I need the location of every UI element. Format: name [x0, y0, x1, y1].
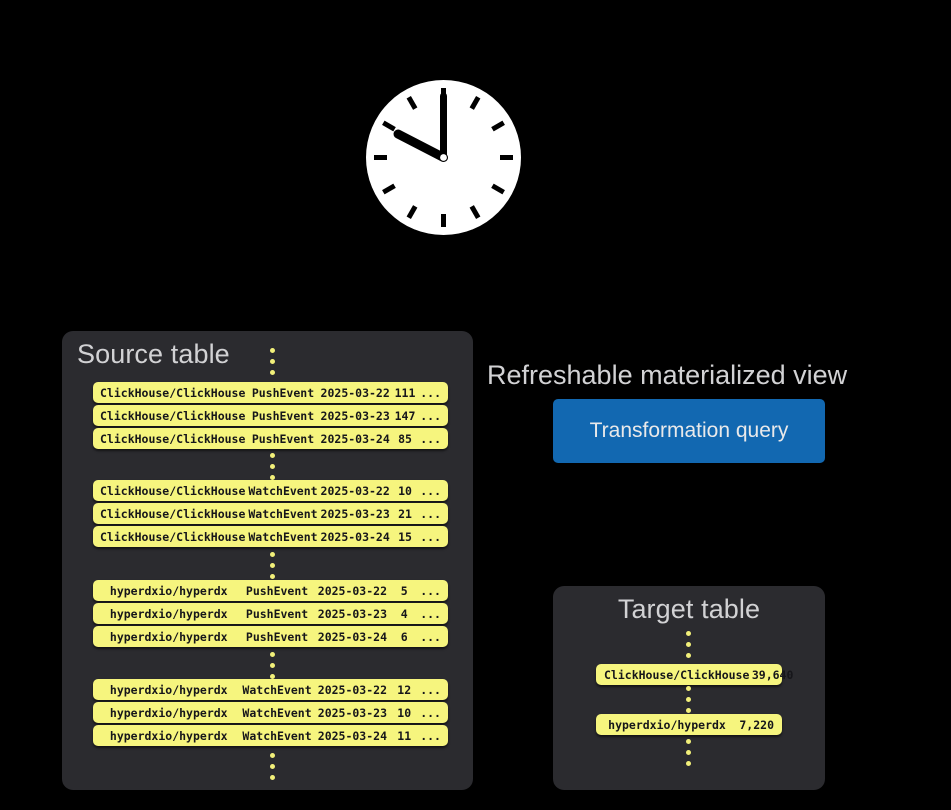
cell-date: 2025-03-23 — [317, 606, 388, 621]
cell-count: 147 — [394, 408, 416, 423]
cell-date: 2025-03-23 — [320, 506, 390, 521]
cell-event-type: PushEvent — [245, 583, 309, 598]
table-row: ClickHouse/ClickHouse WatchEvent 2025-03-2… — [93, 526, 448, 547]
cell-more: ... — [420, 705, 441, 720]
cell-more: ... — [420, 506, 441, 521]
cell-aggregate-value: 7,220 — [739, 717, 774, 732]
cell-date: 2025-03-22 — [320, 385, 390, 400]
cell-date: 2025-03-23 — [317, 705, 388, 720]
cell-repository: hyperdxio/hyperdx — [109, 682, 228, 697]
cell-event-type: PushEvent — [245, 606, 309, 621]
ellipsis-dots — [270, 348, 275, 375]
table-row: ClickHouse/ClickHouse PushEvent 2025-03-23… — [93, 405, 448, 426]
cell-event-type: PushEvent — [245, 629, 309, 644]
cell-count: 111 — [394, 385, 416, 400]
cell-repository: ClickHouse/ClickHouse — [100, 506, 246, 521]
cell-event-type: PushEvent — [251, 408, 315, 423]
ellipsis-dots — [270, 552, 275, 579]
cell-event-type: WatchEvent — [248, 506, 318, 521]
cell-repository: ClickHouse/ClickHouse — [100, 483, 246, 498]
cell-repository: ClickHouse/ClickHouse — [100, 408, 246, 423]
cell-count: 15 — [398, 529, 412, 544]
cell-more: ... — [420, 431, 441, 446]
cell-event-type: PushEvent — [251, 385, 315, 400]
cell-count: 10 — [398, 483, 412, 498]
source-table-title: Source table — [77, 339, 230, 369]
table-row: hyperdxio/hyperdx WatchEvent 2025-03-24 11.… — [93, 725, 448, 746]
cell-count: 4 — [400, 606, 408, 621]
cell-date: 2025-03-24 — [317, 728, 388, 743]
refreshable-materialized-view-heading: Refreshable materialized view — [487, 360, 848, 390]
cell-count: 11 — [397, 728, 412, 743]
cell-more: ... — [420, 483, 441, 498]
cell-repository: ClickHouse/ClickHouse — [100, 529, 246, 544]
cell-more: ... — [420, 408, 441, 423]
table-row: hyperdxio/hyperdx WatchEvent 2025-03-23 10.… — [93, 702, 448, 723]
cell-event-type: WatchEvent — [242, 728, 312, 743]
cell-event-type: WatchEvent — [242, 682, 312, 697]
cell-repository: ClickHouse/ClickHouse — [100, 385, 246, 400]
table-row: ClickHouse/ClickHouse WatchEvent 2025-03-2… — [93, 480, 448, 501]
cell-date: 2025-03-22 — [317, 682, 388, 697]
cell-more: ... — [420, 682, 441, 697]
cell-count: 6 — [400, 629, 408, 644]
cell-count: 12 — [397, 682, 412, 697]
cell-repository: hyperdxio/hyperdx — [608, 717, 726, 732]
cell-repository: ClickHouse/ClickHouse — [100, 431, 246, 446]
cell-event-type: WatchEvent — [248, 529, 318, 544]
ellipsis-dots — [270, 652, 275, 679]
table-row: hyperdxio/hyperdx PushEvent 2025-03-24 6... — [93, 626, 448, 647]
cell-date: 2025-03-24 — [320, 529, 390, 544]
table-row: ClickHouse/ClickHouse 39,640 — [596, 664, 793, 685]
cell-count: 5 — [400, 583, 408, 598]
table-row: ClickHouse/ClickHouse PushEvent 2025-03-22… — [93, 382, 448, 403]
cell-date: 2025-03-24 — [320, 431, 390, 446]
table-row: hyperdxio/hyperdx 7,220 — [596, 714, 782, 735]
clock-icon — [366, 80, 521, 235]
source-table-panel: Source table ClickHouse/ClickHouse PushEv… — [62, 331, 473, 790]
table-row: hyperdxio/hyperdx PushEvent 2025-03-22 5... — [93, 580, 448, 601]
ellipsis-dots — [270, 753, 275, 780]
ellipsis-dots — [270, 453, 275, 480]
cell-more: ... — [420, 606, 441, 621]
ellipsis-dots — [686, 739, 691, 766]
cell-event-type: WatchEvent — [242, 705, 312, 720]
table-row: ClickHouse/ClickHouse PushEvent 2025-03-24… — [93, 428, 448, 449]
cell-event-type: WatchEvent — [248, 483, 318, 498]
cell-repository: ClickHouse/ClickHouse — [604, 667, 750, 682]
cell-aggregate-value: 39,640 — [751, 667, 794, 682]
cell-more: ... — [420, 529, 441, 544]
target-table-title: Target table — [617, 594, 761, 624]
cell-event-type: PushEvent — [251, 431, 315, 446]
cell-date: 2025-03-22 — [317, 583, 388, 598]
cell-date: 2025-03-24 — [317, 629, 388, 644]
cell-repository: hyperdxio/hyperdx — [109, 606, 228, 621]
target-table-panel: Target table ClickHouse/ClickHouse 39,640… — [553, 586, 825, 790]
cell-date: 2025-03-22 — [320, 483, 390, 498]
table-row: hyperdxio/hyperdx WatchEvent 2025-03-22 12.… — [93, 679, 448, 700]
ellipsis-dots — [686, 686, 691, 713]
cell-repository: hyperdxio/hyperdx — [109, 728, 228, 743]
cell-repository: hyperdxio/hyperdx — [109, 705, 228, 720]
table-row: ClickHouse/ClickHouse WatchEvent 2025-03-2… — [93, 503, 448, 524]
cell-repository: hyperdxio/hyperdx — [109, 583, 228, 598]
cell-more: ... — [420, 583, 441, 598]
cell-date: 2025-03-23 — [320, 408, 390, 423]
ellipsis-dots — [686, 631, 691, 658]
cell-count: 85 — [398, 431, 412, 446]
table-row: hyperdxio/hyperdx PushEvent 2025-03-23 4... — [93, 603, 448, 624]
cell-more: ... — [420, 728, 441, 743]
cell-more: ... — [420, 385, 441, 400]
cell-count: 21 — [398, 506, 412, 521]
cell-count: 10 — [397, 705, 412, 720]
cell-repository: hyperdxio/hyperdx — [109, 629, 228, 644]
cell-more: ... — [420, 629, 441, 644]
transformation-query-button[interactable]: Transformation query — [553, 399, 825, 463]
